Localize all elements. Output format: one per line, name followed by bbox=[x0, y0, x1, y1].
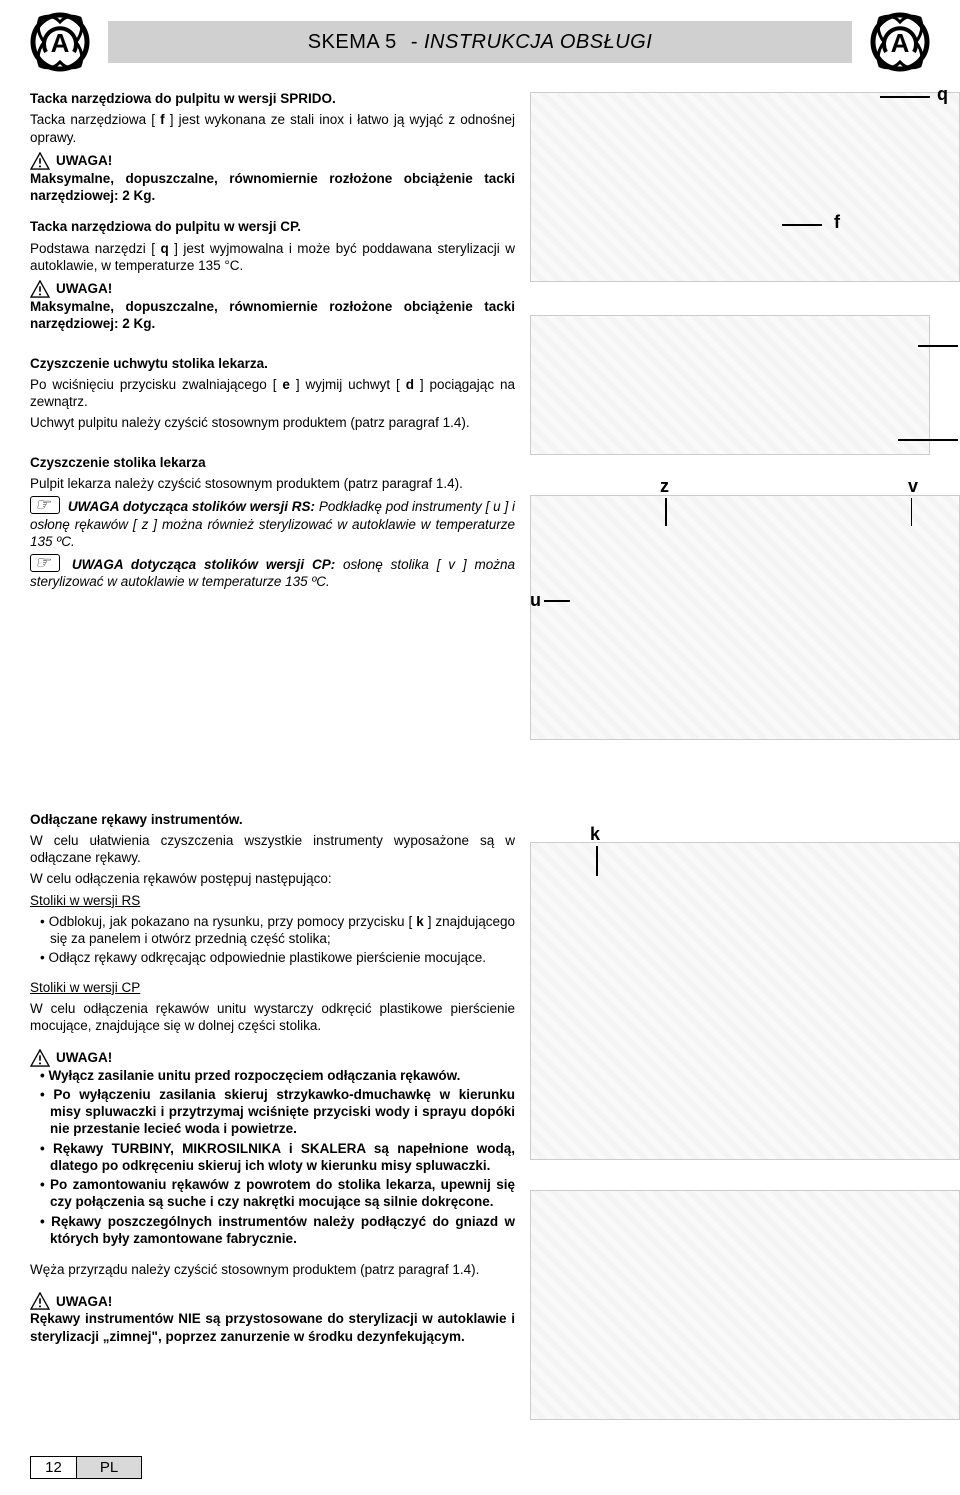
fig-label-q: q bbox=[937, 84, 948, 105]
list-item: Po zamontowaniu rękawów z powrotem do st… bbox=[40, 1176, 515, 1211]
title-bar: SKEMA 5 - INSTRUKCJA OBSŁUGI bbox=[108, 21, 852, 63]
warning-icon bbox=[30, 1049, 50, 1067]
page-header: A SKEMA 5 - INSTRUKCJA OBSŁUGI A bbox=[30, 12, 930, 72]
page-language: PL bbox=[77, 1457, 141, 1478]
section-table-clean: Czyszczenie stolika lekarza Pulpit lekar… bbox=[30, 454, 515, 591]
subheading-rs: Stoliki w wersji RS bbox=[30, 892, 515, 909]
diagram-placeholder bbox=[530, 495, 960, 740]
leader-line bbox=[544, 600, 570, 602]
subheading-cp: Stoliki w wersji CP bbox=[30, 979, 515, 996]
svg-text:A: A bbox=[891, 28, 910, 58]
text-column-lower: Odłączane rękawy instrumentów. W celu uł… bbox=[30, 811, 515, 1345]
fig-label-z: z bbox=[660, 476, 669, 497]
section-handle-clean: Czyszczenie uchwytu stolika lekarza. Po … bbox=[30, 355, 515, 432]
warning-label: UWAGA! bbox=[56, 1293, 112, 1310]
title-main: SKEMA 5 bbox=[308, 31, 397, 54]
heading: Tacka narzędziowa do pulpitu w wersji CP… bbox=[30, 218, 515, 235]
page-number: 12 bbox=[31, 1457, 77, 1478]
figure-tray-removal: q f bbox=[530, 82, 960, 292]
warning-body: Maksymalne, dopuszczalne, równomiernie r… bbox=[30, 170, 515, 205]
note-rs: UWAGA dotycząca stolików wersji RS: Podk… bbox=[30, 496, 515, 550]
figure-unlock-k: k bbox=[530, 830, 960, 1160]
warning-bullets: Wyłącz zasilanie unitu przed rozpoczęcie… bbox=[30, 1067, 515, 1248]
body-text: Po wciśnięciu przycisku zwalniającego [ … bbox=[30, 376, 515, 411]
body-text: Podstawa narzędzi [ q ] jest wyjmowalna … bbox=[30, 240, 515, 275]
body-text: W celu odłączenia rękawów postępuj nastę… bbox=[30, 870, 515, 887]
svg-text:A: A bbox=[51, 28, 70, 58]
diagram-placeholder bbox=[530, 1190, 960, 1420]
leader-line bbox=[596, 846, 598, 876]
warning-block-4: UWAGA! Rękawy instrumentów NIE są przyst… bbox=[30, 1292, 515, 1345]
heading: Czyszczenie stolika lekarza bbox=[30, 454, 515, 471]
list-item: Wyłącz zasilanie unitu przed rozpoczęcie… bbox=[40, 1067, 515, 1084]
fig-label-u: u bbox=[530, 590, 541, 611]
text-column-upper: Tacka narzędziowa do pulpitu w wersji SP… bbox=[30, 90, 515, 591]
section-sprido: Tacka narzędziowa do pulpitu w wersji SP… bbox=[30, 90, 515, 204]
brand-logo-right: A bbox=[870, 12, 930, 72]
warning-icon bbox=[30, 152, 50, 170]
title-sub: INSTRUKCJA OBSŁUGI bbox=[424, 31, 652, 54]
bullet-list-rs: Odblokuj, jak pokazano na rysunku, przy … bbox=[30, 913, 515, 967]
warning-body: Rękawy instrumentów NIE są przystosowane… bbox=[30, 1310, 515, 1345]
diagram-placeholder bbox=[530, 92, 960, 282]
figure-handle: d e bbox=[530, 315, 960, 455]
body-text: Węża przyrządu należy czyścić stosownym … bbox=[30, 1261, 515, 1278]
warning-body: Maksymalne, dopuszczalne, równomiernie r… bbox=[30, 298, 515, 333]
section-hose-clean: Węża przyrządu należy czyścić stosownym … bbox=[30, 1261, 515, 1278]
list-item: Odłącz rękawy odkręcając odpowiednie pla… bbox=[40, 949, 515, 966]
warning-icon bbox=[30, 280, 50, 298]
fig-label-v: v bbox=[908, 476, 918, 497]
warning-line: UWAGA! bbox=[30, 1292, 515, 1310]
leader-line bbox=[880, 96, 930, 98]
leader-line bbox=[665, 498, 667, 526]
figure-bottom-unit bbox=[530, 1190, 960, 1420]
list-item: Odblokuj, jak pokazano na rysunku, przy … bbox=[40, 913, 515, 948]
leader-line bbox=[918, 345, 958, 347]
hand-point-icon bbox=[30, 496, 60, 514]
warning-label: UWAGA! bbox=[56, 152, 112, 169]
diagram-placeholder bbox=[530, 315, 930, 455]
warning-block-3: UWAGA! Wyłącz zasilanie unitu przed rozp… bbox=[30, 1049, 515, 1248]
body-text: W celu odłączenia rękawów unitu wystarcz… bbox=[30, 1000, 515, 1035]
section-detach-sleeves: Odłączane rękawy instrumentów. W celu uł… bbox=[30, 811, 515, 1035]
heading: Czyszczenie uchwytu stolika lekarza. bbox=[30, 355, 515, 372]
fig-label-k: k bbox=[590, 824, 600, 845]
warning-line: UWAGA! bbox=[30, 280, 515, 298]
heading: Tacka narzędziowa do pulpitu w wersji SP… bbox=[30, 90, 515, 107]
leader-line bbox=[782, 224, 822, 226]
list-item: Rękawy TURBINY, MIKROSILNIKA i SKALERA s… bbox=[40, 1140, 515, 1175]
logo-icon: A bbox=[870, 12, 930, 72]
body-text: Tacka narzędziowa [ f ] jest wykonana ze… bbox=[30, 111, 515, 146]
leader-line bbox=[911, 498, 913, 526]
logo-icon: A bbox=[30, 12, 90, 72]
note-cp: UWAGA dotycząca stolików wersji CP: osło… bbox=[30, 554, 515, 591]
brand-logo-left: A bbox=[30, 12, 90, 72]
diagram-placeholder bbox=[530, 842, 960, 1160]
title-separator: - bbox=[411, 31, 418, 54]
body-text: W celu ułatwienia czyszczenia wszystkie … bbox=[30, 832, 515, 867]
figure-covers: z v u bbox=[530, 480, 960, 740]
hand-point-icon bbox=[30, 554, 60, 572]
warning-line: UWAGA! bbox=[30, 1049, 515, 1067]
leader-line bbox=[898, 439, 958, 441]
warning-label: UWAGA! bbox=[56, 1049, 112, 1066]
body-text: Uchwyt pulpitu należy czyścić stosownym … bbox=[30, 414, 515, 431]
list-item: Po wyłączeniu zasilania skieruj strzykaw… bbox=[40, 1086, 515, 1138]
warning-icon bbox=[30, 1292, 50, 1310]
warning-line: UWAGA! bbox=[30, 152, 515, 170]
page-content: Tacka narzędziowa do pulpitu w wersji SP… bbox=[30, 90, 930, 1345]
warning-label: UWAGA! bbox=[56, 280, 112, 297]
list-item: Rękawy poszczególnych instrumentów należ… bbox=[40, 1213, 515, 1248]
body-text: Pulpit lekarza należy czyścić stosownym … bbox=[30, 475, 515, 492]
fig-label-f: f bbox=[834, 212, 840, 233]
page-footer: 12 PL bbox=[30, 1456, 142, 1479]
heading: Odłączane rękawy instrumentów. bbox=[30, 811, 515, 828]
section-cp-tray: Tacka narzędziowa do pulpitu w wersji CP… bbox=[30, 218, 515, 332]
